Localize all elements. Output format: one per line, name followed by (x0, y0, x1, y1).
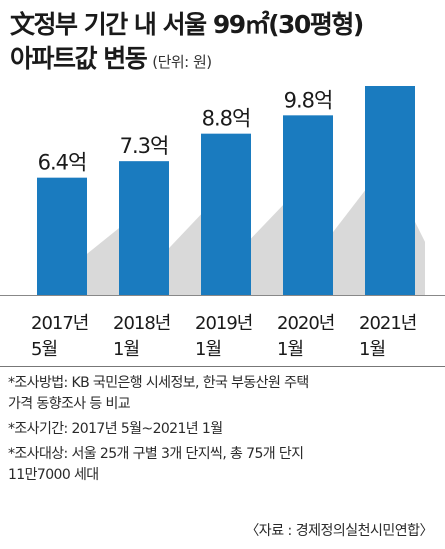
note-period: *조사기간: 2017년 5월~2021년 1월 (8, 419, 440, 440)
bar-shadow (333, 190, 365, 295)
note-target: *조사대상: 서울 25개 구별 3개 단지씩, 총 75개 단지 11만700… (8, 444, 440, 486)
note-method: *조사방법: KB 국민은행 시세정보, 한국 부동산원 주택 가격 동향조사 … (8, 373, 440, 415)
title-line-2-text: 아파트값 변동 (10, 44, 148, 73)
notes: *조사방법: KB 국민은행 시세정보, 한국 부동산원 주택 가격 동향조사 … (8, 373, 440, 490)
value-label: 8.8억 (202, 107, 251, 131)
bar (201, 133, 251, 295)
unit-label: (단위: 원) (152, 53, 212, 71)
category-label: 2018년 (113, 313, 170, 334)
chart-title: 文정부 기간 내 서울 99㎡(30평형) 아파트값 변동 (단위: 원) (10, 8, 440, 79)
category-label: 1월 (359, 339, 385, 360)
value-label: 9.8억 (284, 88, 333, 112)
value-label: 7.3억 (120, 134, 169, 158)
value-label: 6.4억 (38, 151, 87, 175)
category-label: 2020년 (277, 313, 334, 334)
category-label: 2019년 (195, 313, 252, 334)
note-method-line2: 가격 동향조사 등 비교 (8, 396, 131, 412)
bar-chart: 6.4억 2017년 5월 7.3억 2018년 1월 8.8억 2019년 1월 9.8억 202… (0, 80, 445, 360)
note-target-line1: *조사대상: 서울 25개 구별 3개 단지씩, 총 75개 단지 (8, 446, 304, 462)
category-label: 2021년 (359, 313, 416, 334)
category-label: 1월 (277, 339, 303, 360)
category-label: 5월 (31, 339, 57, 360)
category-label: 2017년 (31, 313, 88, 334)
bar (37, 177, 87, 295)
bar (283, 115, 333, 295)
bar-shadow (87, 228, 119, 295)
bar-shadow (169, 214, 201, 295)
title-line-2: 아파트값 변동 (단위: 원) (10, 42, 440, 79)
divider (0, 366, 445, 367)
value-label: 11.4억 (359, 80, 420, 83)
note-target-line2: 11만7000 세대 (8, 467, 99, 483)
note-period-line1: *조사기간: 2017년 5월~2021년 1월 (8, 421, 223, 437)
bar (365, 86, 415, 295)
bar-shadow (251, 205, 283, 295)
title-line-1: 文정부 기간 내 서울 99㎡(30평형) (10, 10, 364, 39)
bar-shadow (415, 221, 425, 295)
category-label: 1월 (113, 339, 139, 360)
source-note: 〈자료 : 경제정의실천시민연합〉 (245, 523, 433, 539)
bar (119, 161, 169, 295)
category-label: 1월 (195, 339, 221, 360)
note-method-line1: *조사방법: KB 국민은행 시세정보, 한국 부동산원 주택 (8, 375, 309, 391)
